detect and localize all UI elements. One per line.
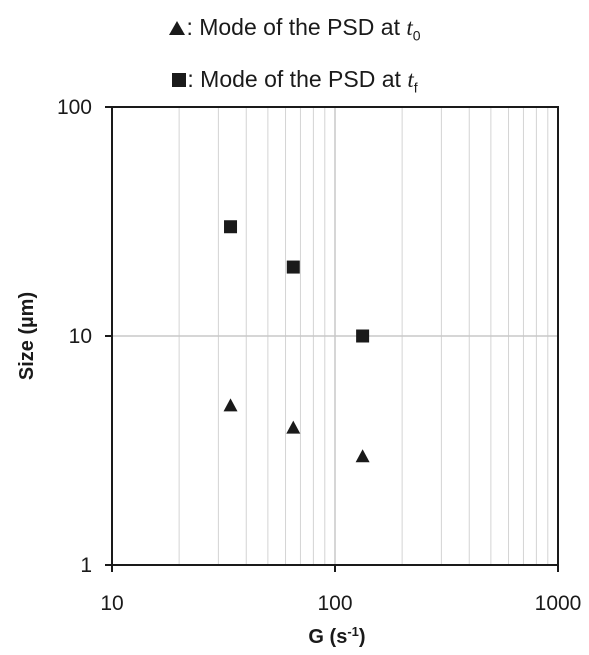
legend-entry-t0: : Mode of the PSD at t0 [0, 14, 589, 44]
x-tick-label: 1000 [535, 592, 582, 615]
square-point [356, 329, 370, 343]
square-icon [171, 67, 187, 94]
data-points [223, 220, 370, 463]
x-axis-label: G (s-1) [308, 624, 365, 649]
y-tick-label: 100 [57, 96, 92, 119]
square-point [224, 220, 238, 234]
legend-entry-tf: : Mode of the PSD at tf [0, 66, 589, 96]
triangle-icon [168, 15, 186, 42]
x-tick-label: 100 [317, 592, 352, 615]
y-tick-label: 1 [80, 554, 92, 577]
x-tick-label: 10 [100, 592, 123, 615]
axis-ticks: 10 100 1000 1 10 100 [57, 96, 581, 615]
legend-label-t0: : Mode of the PSD at t0 [186, 14, 421, 44]
legend-label-tf: : Mode of the PSD at tf [187, 66, 418, 96]
triangle-point [223, 398, 238, 412]
grid-lines [112, 107, 558, 565]
triangle-point [355, 449, 370, 463]
triangle-point [286, 420, 301, 434]
square-point [286, 260, 300, 274]
y-axis-label: Size (µm) [16, 292, 38, 380]
y-tick-label: 10 [69, 325, 92, 348]
